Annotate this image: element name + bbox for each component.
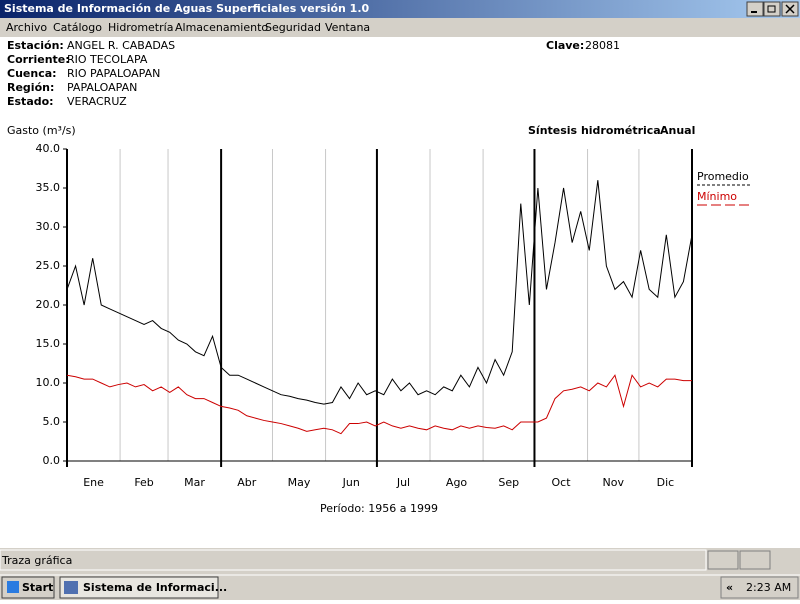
legend-label: Promedio (697, 170, 749, 183)
chart-title: Síntesis hidrométrica (528, 124, 661, 137)
x-tick-label: Nov (602, 476, 624, 489)
menu-item[interactable]: Seguridad (265, 21, 321, 34)
system-tray (720, 576, 799, 599)
period-label: Período: 1956 a 1999 (320, 502, 438, 515)
menu-item[interactable]: Ventana (325, 21, 370, 34)
x-tick-label: Dic (657, 476, 675, 489)
status-panel (739, 550, 771, 570)
task-label: Sistema de Informaci... (83, 581, 227, 594)
clave-label: Clave: (546, 39, 584, 52)
x-tick-label: Sep (498, 476, 519, 489)
x-tick-label: May (288, 476, 311, 489)
start-label: Start (22, 581, 53, 594)
menu-bar: Archivo Catálogo Hidrometría Almacenamiento… (6, 21, 370, 34)
info-value: RIO PAPALOAPAN (67, 67, 160, 80)
series-line (66, 180, 693, 405)
chart-subtitle: Anual (660, 124, 695, 137)
y-tick-label: 40.0 (36, 142, 61, 155)
x-tick-label: Ene (83, 476, 104, 489)
window-buttons[interactable] (746, 1, 799, 17)
chart: Gasto (m³/s) Síntesis hidrométrica Anual En… (7, 124, 750, 515)
info-label: Cuenca: (7, 67, 57, 80)
status-text: Traza gráfica (1, 554, 72, 567)
close-icon (785, 4, 795, 14)
status-bar (0, 549, 707, 571)
info-label: Corriente: (7, 53, 70, 66)
info-value: VERACRUZ (67, 95, 127, 108)
restore-button[interactable] (763, 1, 781, 17)
y-tick-label: 10.0 (36, 376, 61, 389)
window-title: Sistema de Información de Aguas Superfic… (4, 2, 370, 15)
info-value: ANGEL R. CABADAS (67, 39, 175, 52)
tray-toggle[interactable]: « (726, 581, 733, 594)
x-tick-label: Jul (396, 476, 410, 489)
restore-icon (767, 5, 776, 13)
x-tick-label: Oct (551, 476, 571, 489)
title-bar (0, 0, 800, 18)
task-icon (64, 581, 78, 594)
legend-label: Mínimo (697, 190, 737, 203)
y-tick-label: 35.0 (36, 181, 61, 194)
x-tick-label: Ago (446, 476, 468, 489)
task-button[interactable] (59, 576, 219, 599)
content-area (0, 37, 800, 548)
info-label: Región: (7, 81, 54, 94)
clock: 2:23 AM (746, 581, 791, 594)
x-tick-label: Mar (184, 476, 205, 489)
start-icon (7, 581, 19, 593)
y-tick-label: 15.0 (36, 337, 61, 350)
minimize-button[interactable] (746, 1, 764, 17)
menu-item[interactable]: Almacenamiento (175, 21, 268, 34)
x-tick-label: Jun (342, 476, 360, 489)
y-tick-label: 20.0 (36, 298, 61, 311)
y-tick-label: 25.0 (36, 259, 61, 272)
menu-item[interactable]: Hidrometría (108, 21, 173, 34)
info-label: Estado: (7, 95, 54, 108)
x-tick-label: Abr (237, 476, 257, 489)
x-tick-label: Feb (134, 476, 153, 489)
info-value: RIO TECOLAPA (67, 53, 148, 66)
menu-item[interactable]: Archivo (6, 21, 47, 34)
y-tick-label: 0.0 (43, 454, 61, 467)
y-tick-label: 5.0 (43, 415, 61, 428)
info-value: PAPALOAPAN (67, 81, 137, 94)
series-line (66, 374, 692, 435)
info-label: Estación: (7, 39, 64, 52)
clave-value: 28081 (585, 39, 620, 52)
menu-item[interactable]: Catálogo (53, 21, 102, 34)
y-tick-label: 30.0 (36, 220, 61, 233)
status-panel (707, 550, 739, 570)
y-axis-label: Gasto (m³/s) (7, 124, 76, 137)
